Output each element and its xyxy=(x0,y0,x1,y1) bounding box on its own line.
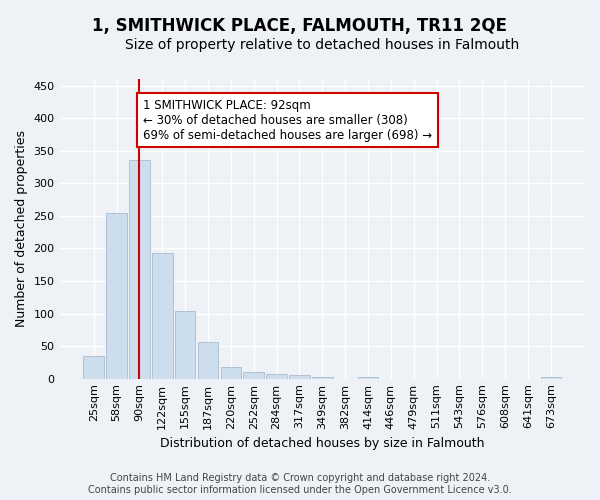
Text: 1, SMITHWICK PLACE, FALMOUTH, TR11 2QE: 1, SMITHWICK PLACE, FALMOUTH, TR11 2QE xyxy=(92,18,508,36)
Bar xyxy=(175,311,196,378)
Text: 1 SMITHWICK PLACE: 92sqm
← 30% of detached houses are smaller (308)
69% of semi-: 1 SMITHWICK PLACE: 92sqm ← 30% of detach… xyxy=(143,98,432,142)
Bar xyxy=(358,376,378,378)
Y-axis label: Number of detached properties: Number of detached properties xyxy=(15,130,28,328)
Bar xyxy=(266,374,287,378)
Bar xyxy=(244,372,264,378)
Bar xyxy=(541,376,561,378)
Bar xyxy=(106,212,127,378)
Bar xyxy=(129,160,150,378)
Bar xyxy=(198,342,218,378)
Bar xyxy=(152,253,173,378)
Title: Size of property relative to detached houses in Falmouth: Size of property relative to detached ho… xyxy=(125,38,520,52)
Bar xyxy=(83,356,104,378)
Bar xyxy=(221,367,241,378)
Text: Contains HM Land Registry data © Crown copyright and database right 2024.
Contai: Contains HM Land Registry data © Crown c… xyxy=(88,474,512,495)
Bar xyxy=(312,376,332,378)
Bar xyxy=(289,376,310,378)
X-axis label: Distribution of detached houses by size in Falmouth: Distribution of detached houses by size … xyxy=(160,437,485,450)
